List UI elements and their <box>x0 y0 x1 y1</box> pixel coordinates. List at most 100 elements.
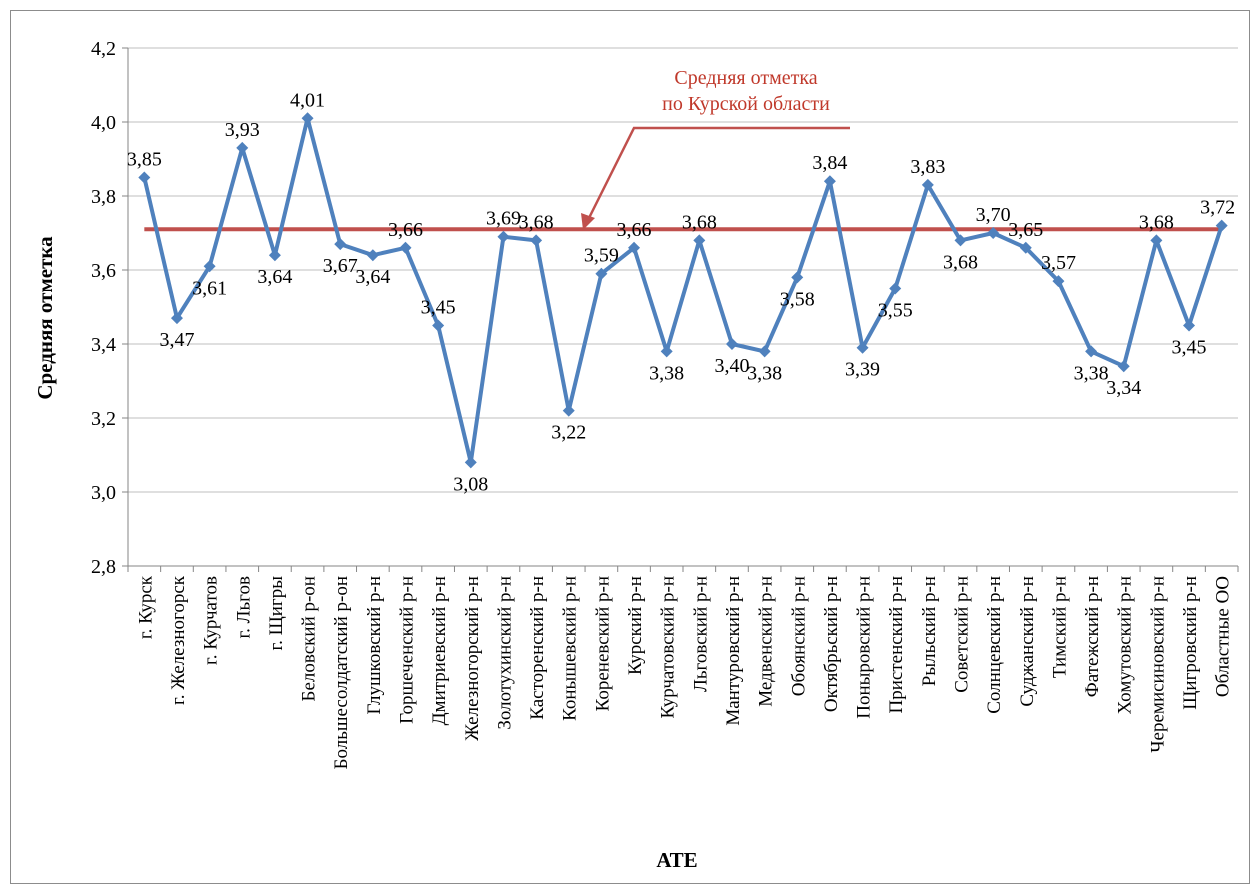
x-tick-label-18: Мантуровский р-н <box>723 576 744 726</box>
data-label-30: 3,34 <box>1106 377 1141 399</box>
x-tick-label-23: Пристенский р-н <box>886 576 907 713</box>
x-tick-label-7: Глушковский р-н <box>364 576 385 715</box>
x-tick-label-3: г. Льгов <box>233 576 254 639</box>
data-label-21: 3,84 <box>812 152 847 174</box>
data-label-10: 3,08 <box>453 473 488 495</box>
y-tick-label-0: 2,8 <box>91 556 116 578</box>
data-label-18: 3,40 <box>714 355 749 377</box>
data-label-8: 3,66 <box>388 219 423 241</box>
x-tick-label-26: Солнцевский р-н <box>984 576 1005 714</box>
x-tick-label-21: Октябрьский р-н <box>821 576 842 712</box>
annotation: Средняя отметка по Курской области <box>581 67 850 230</box>
data-point-25 <box>954 234 967 247</box>
y-tick-label-1: 3,0 <box>91 482 116 504</box>
data-label-27: 3,65 <box>1008 219 1043 241</box>
x-tick-label-9: Дмитриевский р-н <box>429 576 450 725</box>
data-label-1: 3,47 <box>159 329 194 351</box>
data-point-24 <box>921 178 934 191</box>
y-tick-label-3: 3,4 <box>91 334 116 356</box>
data-label-13: 3,22 <box>551 422 586 444</box>
x-tick-label-28: Тимский р-н <box>1049 576 1070 678</box>
data-point-20 <box>791 271 804 284</box>
x-tick-label-22: Поныровский р-н <box>854 576 875 719</box>
x-axis-title: АТЕ <box>656 848 697 872</box>
data-point-1 <box>170 312 183 325</box>
data-label-14: 3,59 <box>584 245 619 267</box>
data-point-9 <box>432 319 445 332</box>
x-tick-label-32: Щигровский р-н <box>1180 576 1201 710</box>
data-point-16 <box>660 345 673 358</box>
data-label-3: 3,93 <box>225 119 260 141</box>
data-point-30 <box>1117 360 1130 373</box>
data-point-11 <box>497 230 510 243</box>
series-polyline <box>142 116 1224 465</box>
data-point-29 <box>1085 345 1098 358</box>
data-label-4: 3,64 <box>257 266 292 288</box>
data-label-33: 3,72 <box>1200 197 1235 219</box>
data-label-9: 3,45 <box>421 297 456 319</box>
data-point-32 <box>1183 319 1196 332</box>
data-label-20: 3,58 <box>780 288 815 310</box>
x-tick-label-1: г. Железногорск <box>168 575 189 705</box>
x-tick-label-2: г. Курчатов <box>201 576 222 665</box>
data-point-7 <box>366 249 379 262</box>
y-tick-labels: 2,8 3,0 3,2 3,4 3,6 3,8 4,0 4,2 <box>91 38 116 578</box>
data-point-0 <box>138 171 151 184</box>
x-tick-label-16: Курчатовский р-н <box>658 576 679 718</box>
y-tick-label-2: 3,2 <box>91 408 116 430</box>
series-markers <box>138 112 1228 469</box>
data-point-5 <box>301 112 314 125</box>
data-label-31: 3,68 <box>1139 211 1174 233</box>
data-point-10 <box>464 456 477 469</box>
x-tick-label-17: Льговский р-н <box>690 576 711 692</box>
x-tick-label-33: Областные ОО <box>1213 576 1234 697</box>
data-label-2: 3,61 <box>192 277 227 299</box>
y-tick-label-7: 4,2 <box>91 38 116 60</box>
x-tick-label-15: Курский р-н <box>625 576 646 675</box>
data-point-4 <box>268 249 281 262</box>
x-tick-label-14: Кореневский р-н <box>592 576 613 711</box>
data-point-33 <box>1215 219 1228 232</box>
y-tick-label-5: 3,8 <box>91 186 116 208</box>
annotation-leader <box>586 126 850 221</box>
data-label-25: 3,68 <box>943 251 978 273</box>
data-point-13 <box>562 404 575 417</box>
x-tick-label-25: Советский р-н <box>952 576 973 693</box>
gridlines <box>128 47 1238 493</box>
x-tick-label-30: Хомутовский р-н <box>1115 576 1136 714</box>
data-label-32: 3,45 <box>1172 337 1207 359</box>
x-tick-label-10: Железногорский р-н <box>462 576 483 741</box>
data-point-8 <box>399 241 412 254</box>
data-label-16: 3,38 <box>649 362 684 384</box>
x-tick-label-29: Фатежский р-н <box>1082 576 1103 697</box>
data-label-11: 3,69 <box>486 208 521 230</box>
x-tick-label-12: Касторенский р-н <box>527 576 548 720</box>
annotation-line-0: Средняя отметка <box>674 67 817 89</box>
x-tick-label-24: Рыльский р-н <box>919 576 940 686</box>
data-label-17: 3,68 <box>682 211 717 233</box>
axes <box>122 47 1239 572</box>
x-tick-label-31: Черемисиновский р-н <box>1147 576 1168 753</box>
data-label-22: 3,39 <box>845 359 880 381</box>
chart-frame <box>10 10 1250 884</box>
data-label-26: 3,70 <box>976 204 1011 226</box>
x-tick-label-20: Обоянский р-н <box>788 576 809 696</box>
x-tick-label-13: Конышевский р-н <box>560 576 581 721</box>
data-labels: 3,853,473,613,933,644,013,673,643,663,45… <box>127 89 1235 495</box>
x-tick-labels: г. Курск г. Железногорск г. Курчатов г. Льг… <box>135 575 1233 769</box>
y-axis-title: Средняя отметка <box>33 236 57 400</box>
data-label-0: 3,85 <box>127 149 162 171</box>
data-point-14 <box>595 267 608 280</box>
data-label-19: 3,38 <box>747 362 782 384</box>
y-tick-label-4: 3,6 <box>91 260 116 282</box>
x-tick-label-8: Горшеченский р-н <box>397 576 418 724</box>
data-point-26 <box>987 227 1000 239</box>
data-point-6 <box>334 238 347 251</box>
data-point-15 <box>628 241 641 254</box>
data-label-29: 3,38 <box>1074 362 1109 384</box>
data-point-23 <box>889 282 902 295</box>
data-point-27 <box>1019 241 1032 254</box>
data-point-12 <box>530 234 543 247</box>
data-point-17 <box>693 234 706 247</box>
x-tick-label-27: Суджанский р-н <box>1017 576 1038 707</box>
